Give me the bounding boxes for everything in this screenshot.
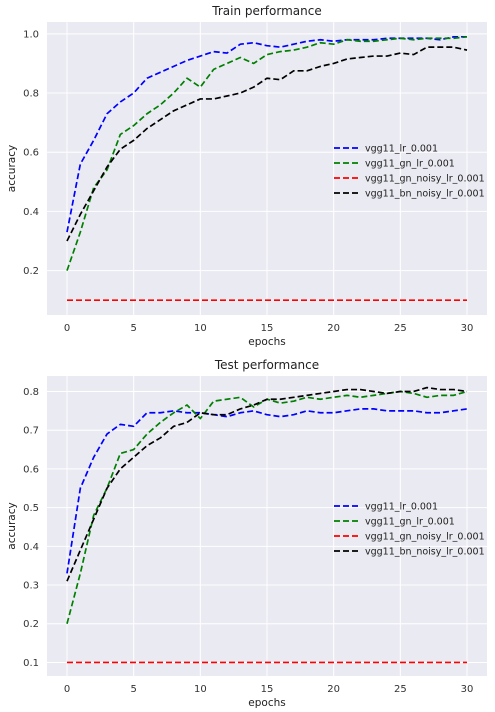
legend-label: vgg11_gn_noisy_lr_0.001 [365, 532, 485, 543]
x-tick-label: 20 [327, 323, 340, 334]
y-axis-label: accuracy [6, 145, 18, 192]
legend-label: vgg11_gn_lr_0.001 [365, 159, 455, 170]
x-tick-label: 15 [261, 323, 274, 334]
x-tick-label: 30 [461, 323, 474, 334]
x-tick-label: 0 [64, 684, 70, 695]
y-tick-label: 0.6 [23, 464, 39, 475]
x-tick-label: 20 [327, 684, 340, 695]
y-tick-label: 0.8 [23, 89, 39, 100]
chart-1: 0 5 10 15 20 25 30 0.2 0.4 0.6 0.8 1.0 Train perform… [6, 4, 487, 348]
y-tick-label: 0.1 [23, 658, 39, 669]
y-tick-label: 0.8 [23, 387, 39, 398]
x-tick-label: 0 [64, 323, 70, 334]
y-tick-label: 0.6 [23, 148, 39, 159]
series-line-vgg11_lr_0.001 [66, 408, 468, 574]
y-tick-label: 0.4 [23, 207, 39, 218]
y-tick-label: 1.0 [23, 29, 39, 40]
x-tick-label: 30 [461, 684, 474, 695]
chart-title: Test performance [214, 358, 319, 372]
y-tick-label: 0.7 [23, 426, 39, 437]
legend-label: vgg11_lr_0.001 [365, 502, 438, 513]
legend: vgg11_lr_0.001 vgg11_gn_lr_0.001 vgg11_gn_… [334, 502, 485, 558]
x-tick-label: 5 [130, 323, 136, 334]
y-tick-label: 0.2 [23, 266, 39, 277]
x-axis-label: epochs [248, 697, 285, 709]
x-tick-label: 25 [394, 323, 407, 334]
y-tick-label: 0.2 [23, 619, 39, 630]
y-tick-label: 0.4 [23, 542, 39, 553]
x-tick-label: 10 [194, 323, 207, 334]
x-tick-label: 25 [394, 684, 407, 695]
x-tick-label: 5 [130, 684, 136, 695]
legend-label: vgg11_gn_noisy_lr_0.001 [365, 174, 485, 185]
legend: vgg11_lr_0.001 vgg11_gn_lr_0.001 vgg11_gn_… [334, 144, 485, 200]
series-line-vgg11_bn_noisy_lr_0.001 [66, 386, 468, 582]
legend-label: vgg11_bn_noisy_lr_0.001 [365, 189, 485, 200]
x-tick-label: 15 [261, 684, 274, 695]
series-line-vgg11_bn_noisy_lr_0.001 [66, 46, 468, 242]
legend-label: vgg11_gn_lr_0.001 [365, 517, 455, 528]
y-tick-label: 0.3 [23, 581, 39, 592]
chart-2: 0 5 10 15 20 25 30 0.1 0.2 0.3 0.4 0.5 0.6 0.7 0.8 Test… [6, 358, 487, 709]
x-axis-label: epochs [248, 336, 285, 348]
y-tick-label: 0.5 [23, 503, 39, 514]
x-tick-label: 10 [194, 684, 207, 695]
series-line-vgg11_gn_lr_0.001 [66, 35, 468, 271]
legend-label: vgg11_bn_noisy_lr_0.001 [365, 547, 485, 558]
y-axis-label: accuracy [6, 502, 18, 549]
chart-title: Train performance [211, 4, 321, 18]
legend-label: vgg11_lr_0.001 [365, 144, 438, 155]
